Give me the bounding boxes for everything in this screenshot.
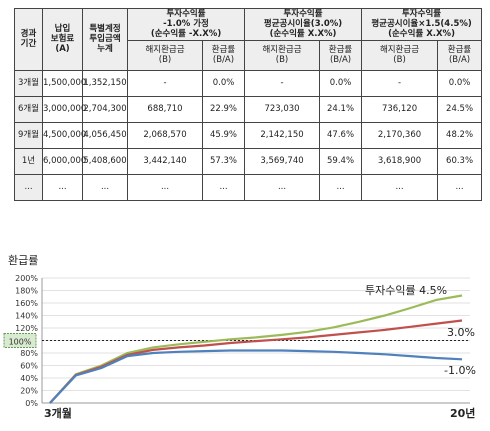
y-tick-label: 60% (20, 362, 38, 371)
table-cell: 688,710 (127, 95, 203, 123)
series-line-2 (49, 349, 463, 404)
table-cell: 4,500,000 (42, 121, 86, 149)
table-cell: 4,056,450 (82, 121, 128, 149)
table-cell: 1,352,150 (82, 69, 128, 97)
row-period: 3개월 (14, 69, 43, 97)
series-label-2: -1.0% (444, 364, 476, 377)
g2-line2: 평균공시이율(3.0%) (263, 19, 343, 30)
table-cell: ... (42, 173, 83, 201)
table-row: 9개월 4,500,000 4,056,450 2,068,570 45.9% 2,142… (14, 121, 483, 149)
y-tick-label: 80% (20, 349, 38, 358)
sub-refund-3: 해지환급금 (B) (361, 39, 439, 71)
table-cell: - (361, 69, 439, 97)
table-cell: 3,618,900 (361, 147, 439, 175)
table-cell: 723,030 (244, 95, 321, 123)
row-period: 6개월 (14, 95, 43, 123)
table-cell: 6,000,000 (42, 147, 86, 175)
x-label-start: 3개월 (44, 406, 72, 420)
header-group-3: 투자수익률 평균공시이율(3.0%) (순수익률 X.X%) (244, 8, 363, 41)
table-cell: 1,500,000 (42, 69, 86, 97)
table-cell: 736,120 (361, 95, 439, 123)
table-cell: ... (201, 173, 246, 201)
table-cell: ... (319, 173, 363, 201)
y-tick-label: 140% (15, 312, 38, 321)
table-cell: 0.0% (201, 69, 246, 97)
row-period: 9개월 (14, 121, 43, 149)
reference-label: 100% (9, 338, 32, 347)
table-cell: 2,704,300 (82, 95, 128, 123)
header-group-minus1: 투자수익률 -1.0% 가정 (순수익률 -X.X%) (126, 8, 246, 41)
g3-line2: 평균공시이율×1.5(4.5%) (371, 19, 472, 30)
sub-rate-2: 환급률 (B/A) (319, 39, 363, 71)
row-period: 1년 (14, 147, 43, 175)
table-cell: 47.6% (319, 121, 363, 149)
sub-rate-1: 환급률 (B/A) (201, 39, 246, 71)
g1-line2: -1.0% 가정 (163, 19, 209, 30)
g1-line3: (순수익률 -X.X%) (150, 29, 222, 40)
x-label-end: 20년 (450, 406, 475, 420)
sub-rate-3: 환급률 (B/A) (437, 39, 483, 71)
table-cell: 59.4% (319, 147, 363, 175)
y-axis-label: 환급률 (8, 254, 38, 267)
table-cell: 3,569,740 (244, 147, 321, 175)
sub-refund-2: 해지환급금 (B) (244, 39, 321, 71)
y-tick-label: 0% (25, 399, 38, 408)
table-row: ........................... (14, 173, 483, 201)
y-tick-label: 180% (15, 287, 38, 296)
row-period: ... (14, 173, 43, 201)
table-cell: 24.5% (437, 95, 483, 123)
series-label-1: 3.0% (447, 326, 475, 339)
reference-badge (3, 333, 37, 348)
y-tick-label: 160% (15, 299, 38, 308)
table-cell: 3,000,000 (42, 95, 86, 123)
table-cell: ... (82, 173, 128, 201)
table-cell: 0.0% (319, 69, 363, 97)
y-tick-label: 20% (20, 387, 38, 396)
series-line-0 (49, 294, 463, 404)
table-cell: - (244, 69, 321, 97)
table-cell: 0.0% (437, 69, 483, 97)
table-cell: 2,142,150 (244, 121, 321, 149)
header-period: 경과 기간 (14, 8, 43, 71)
g3-line1: 투자수익률 (401, 9, 442, 19)
table-cell: ... (127, 173, 203, 201)
refund-table: 경과 기간 납입 보험료 (A) 특별계정 투입금액 누계 투자수익률 -1.0… (14, 8, 483, 201)
header-premium: 납입 보험료 (A) (42, 8, 83, 71)
g2-line3: (순수익률 X.X%) (269, 29, 337, 40)
table-cell: ... (437, 173, 483, 201)
table-cell: 22.9% (201, 95, 246, 123)
table-row: 6개월 3,000,000 2,704,300 688,710 22.9% 723,030… (14, 95, 483, 123)
y-tick-label: 200% (15, 274, 38, 283)
table-cell: 57.3% (201, 147, 246, 175)
refund-rate-chart: 환급률 0% 20% 40% 60% 80% 120% 140% 160% 180% 200% 100… (3, 254, 476, 420)
table-cell: 60.3% (437, 147, 483, 175)
table-cell: 5,408,600 (82, 147, 128, 175)
header-special-account: 특별계정 투입금액 누계 (82, 8, 128, 71)
table-cell: 2,068,570 (127, 121, 203, 149)
table-cell: 24.1% (319, 95, 363, 123)
sub-refund-1: 해지환급금 (B) (127, 39, 203, 71)
table-row: 1년 6,000,000 5,408,600 3,442,140 57.3% 3,569,… (14, 147, 483, 175)
table-cell: - (127, 69, 203, 97)
series-label-0: 투자수익률 4.5% (365, 284, 447, 297)
table-cell: 48.2% (437, 121, 483, 149)
table-cell: 2,170,360 (361, 121, 439, 149)
y-tick-label: 120% (15, 324, 38, 333)
y-tick-label: 40% (20, 374, 38, 383)
table-row: 3개월 1,500,000 1,352,150-0.0% -0.0% -0.0% (14, 69, 483, 97)
g3-line3: (순수익률 X.X%) (388, 29, 455, 40)
g2-line1: 투자수익률 (283, 9, 323, 19)
table-cell: 3,442,140 (127, 147, 203, 175)
g1-line1: 투자수익률 (166, 9, 206, 19)
table-cell: 45.9% (201, 121, 246, 149)
table-cell: ... (361, 173, 439, 201)
header-group-45: 투자수익률 평균공시이율×1.5(4.5%) (순수익률 X.X%) (361, 8, 483, 41)
table-cell: ... (244, 173, 321, 201)
